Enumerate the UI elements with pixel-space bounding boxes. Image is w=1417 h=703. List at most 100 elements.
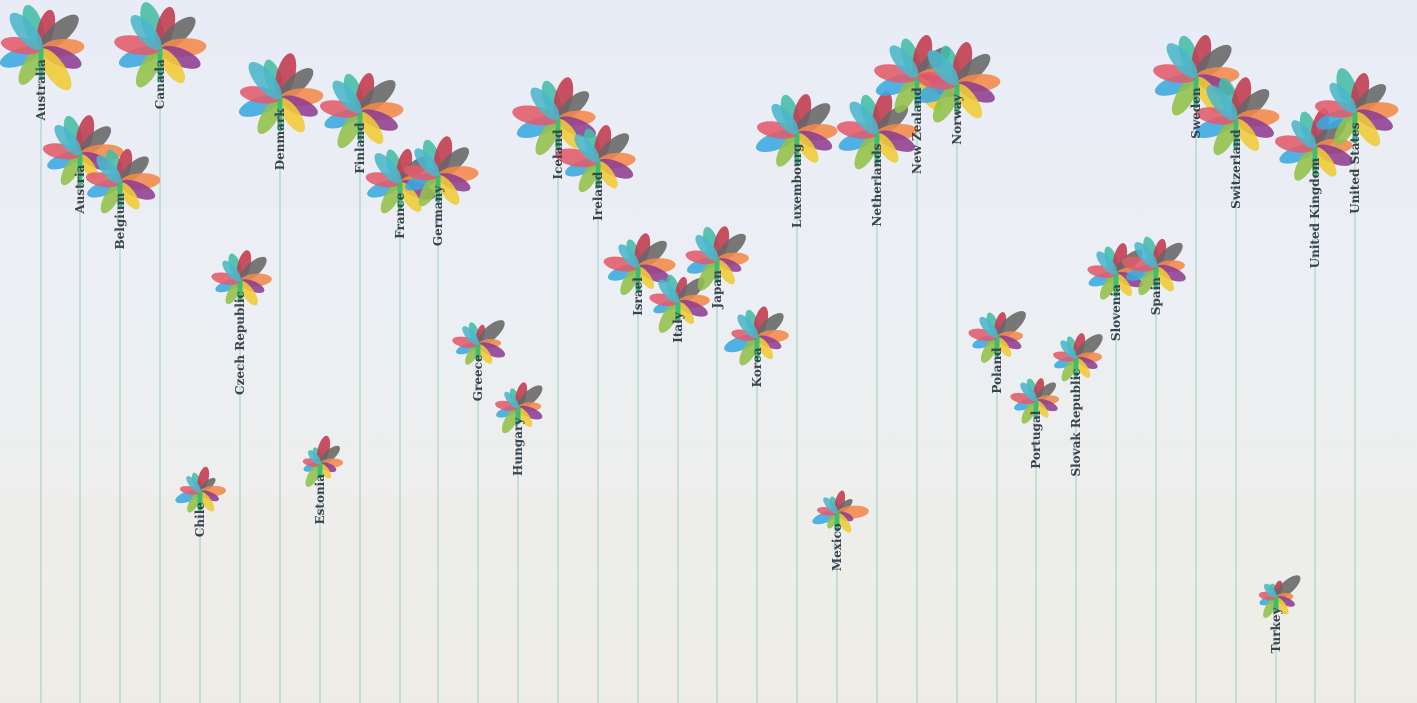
flower-mexico[interactable] xyxy=(811,490,870,535)
petal-health xyxy=(1061,358,1078,382)
petal-work-life-balance xyxy=(1134,242,1158,268)
country-label-japan: Japan xyxy=(710,270,724,310)
petal-health xyxy=(658,301,680,333)
flower-ireland[interactable] xyxy=(554,123,636,195)
petal-health xyxy=(1294,147,1318,181)
petal-civic-engagement xyxy=(38,48,72,91)
petal-civic-engagement xyxy=(358,111,384,144)
petal-environment xyxy=(1275,596,1295,607)
flower-chile[interactable] xyxy=(174,466,227,515)
flower-korea[interactable] xyxy=(722,305,789,368)
flower-spain[interactable] xyxy=(1121,235,1188,298)
country-label-australia: Australia xyxy=(34,59,48,122)
petal-work-life-balance xyxy=(308,450,321,465)
flower-denmark[interactable] xyxy=(236,51,324,137)
petal-civic-engagement xyxy=(1313,147,1337,177)
country-label-turkey: Turkey xyxy=(1269,607,1283,654)
flower-canada[interactable] xyxy=(113,0,207,91)
petal-civic-engagement xyxy=(278,97,306,133)
petal-civic-engagement xyxy=(436,175,460,205)
petal-work-life-balance xyxy=(186,476,201,493)
country-label-czech-republic: Czech Republic xyxy=(233,291,247,395)
flower-iceland[interactable] xyxy=(511,75,599,159)
flower-france[interactable] xyxy=(365,147,438,216)
petal-work-life-balance xyxy=(530,87,560,121)
petal-civic-engagement xyxy=(995,337,1012,357)
flower-portugal[interactable] xyxy=(1009,377,1060,426)
country-label-finland: Finland xyxy=(353,122,367,174)
flower-turkey[interactable] xyxy=(1258,571,1304,619)
petal-environment xyxy=(159,45,201,69)
country-label-switzerland: Switzerland xyxy=(1229,129,1243,209)
petal-health xyxy=(1099,273,1118,300)
country-label-netherlands: Netherlands xyxy=(870,143,884,226)
flower-greece[interactable] xyxy=(451,316,508,367)
petal-work-life-balance xyxy=(414,148,440,177)
petal-work-life-balance xyxy=(889,45,919,79)
labels: Australia Austria Belgium Canada Chile Czech … xyxy=(34,59,1362,653)
flower-austria[interactable] xyxy=(42,113,124,188)
petal-work-life-balance xyxy=(1329,82,1357,114)
petal-civic-engagement xyxy=(875,133,899,163)
flower-czech-republic[interactable] xyxy=(210,249,272,309)
petal-environment xyxy=(1075,356,1098,369)
petal-work-life-balance xyxy=(1206,85,1238,121)
petal-civic-engagement xyxy=(398,182,422,212)
flower-japan[interactable] xyxy=(684,225,750,294)
flower-switzerland[interactable] xyxy=(1192,75,1280,159)
petal-health xyxy=(932,83,960,123)
petal-community xyxy=(477,320,505,346)
petal-civic-engagement xyxy=(596,161,618,189)
petal-work-life-balance xyxy=(130,14,162,51)
petal-health xyxy=(620,266,640,296)
country-label-belgium: Belgium xyxy=(113,192,127,249)
flower-norway[interactable] xyxy=(913,40,1001,126)
petal-civic-engagement xyxy=(1154,266,1174,292)
flower-luxembourg[interactable] xyxy=(753,92,838,170)
petal-work-life-balance xyxy=(374,153,402,184)
country-label-france: France xyxy=(393,192,407,238)
country-label-israel: Israel xyxy=(631,277,645,316)
petal-work-life-balance xyxy=(658,279,680,303)
petal-health xyxy=(135,48,163,88)
petal-community xyxy=(1155,242,1183,269)
flower-slovak-republic[interactable] xyxy=(1052,330,1106,384)
flower-belgium[interactable] xyxy=(85,147,162,216)
petal-environment xyxy=(677,299,708,317)
petal-community xyxy=(996,311,1026,339)
petal-civic-engagement xyxy=(118,182,140,210)
country-label-sweden: Sweden xyxy=(1189,87,1203,139)
flower-poland[interactable] xyxy=(967,307,1030,366)
petal-work-life-balance xyxy=(849,101,879,135)
petal-civic-engagement xyxy=(755,337,774,360)
petal-environment xyxy=(119,179,156,200)
petal-work-life-balance xyxy=(1096,251,1118,275)
petal-health xyxy=(337,112,363,149)
petal-health xyxy=(578,161,600,193)
petal-environment xyxy=(1155,264,1186,282)
petal-health xyxy=(535,119,561,156)
country-label-slovenia: Slovenia xyxy=(1109,284,1123,341)
petal-civic-engagement xyxy=(1074,358,1091,378)
flower-estonia[interactable] xyxy=(302,434,344,489)
flower-australia[interactable] xyxy=(0,2,85,95)
flower-united-kingdom[interactable] xyxy=(1274,106,1356,184)
flower-israel[interactable] xyxy=(603,232,677,298)
flower-sweden[interactable] xyxy=(1152,33,1240,119)
petal-civic-engagement xyxy=(198,491,215,512)
petal-environment xyxy=(1235,116,1274,138)
petal-environment xyxy=(796,130,833,151)
flower-hungary[interactable] xyxy=(494,381,546,436)
country-label-denmark: Denmark xyxy=(273,108,287,171)
petal-health xyxy=(18,48,44,85)
flower-finland[interactable] xyxy=(319,71,404,152)
country-label-estonia: Estonia xyxy=(313,474,327,525)
flower-italy[interactable] xyxy=(648,273,710,336)
petal-environment xyxy=(876,130,915,152)
flower-germany[interactable] xyxy=(403,134,480,209)
petal-civic-engagement xyxy=(158,48,186,84)
petal-community xyxy=(517,385,543,409)
country-label-united-kingdom: United Kingdom xyxy=(1308,157,1322,268)
flower-united-states[interactable] xyxy=(1314,65,1399,150)
petal-health xyxy=(380,182,402,214)
